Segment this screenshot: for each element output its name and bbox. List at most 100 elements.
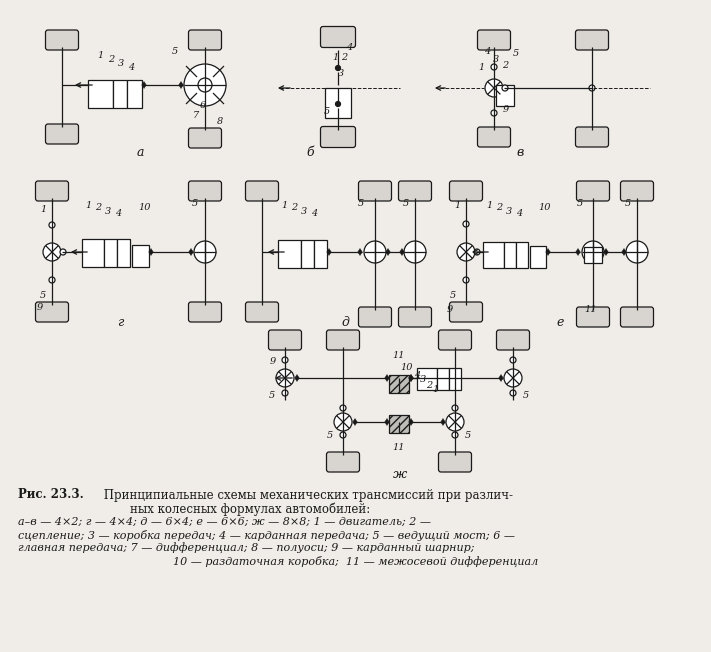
Circle shape	[49, 277, 55, 283]
Circle shape	[282, 390, 288, 396]
Circle shape	[502, 85, 508, 91]
Text: 5: 5	[450, 291, 456, 299]
Text: 11: 11	[392, 443, 405, 452]
Text: 2: 2	[108, 55, 114, 63]
Polygon shape	[409, 374, 413, 381]
Circle shape	[510, 390, 516, 396]
Text: 3: 3	[506, 207, 512, 216]
Text: 5: 5	[577, 200, 583, 209]
Polygon shape	[621, 248, 626, 256]
Polygon shape	[409, 419, 413, 426]
Text: 3: 3	[118, 59, 124, 68]
Text: а: а	[137, 145, 144, 158]
FancyBboxPatch shape	[575, 30, 609, 50]
Text: 5: 5	[172, 48, 178, 57]
Bar	[104, 239, 117, 267]
FancyBboxPatch shape	[358, 181, 392, 201]
Text: 1: 1	[281, 201, 287, 209]
Text: 5: 5	[513, 50, 519, 59]
FancyBboxPatch shape	[577, 181, 609, 201]
Text: 2: 2	[496, 203, 502, 213]
Text: 10: 10	[539, 203, 551, 211]
Text: 9: 9	[447, 304, 453, 314]
Text: 4: 4	[311, 209, 317, 218]
Circle shape	[626, 241, 648, 263]
Circle shape	[504, 369, 522, 387]
Text: 2: 2	[291, 203, 297, 213]
FancyBboxPatch shape	[621, 307, 653, 327]
Circle shape	[194, 241, 216, 263]
Text: б: б	[306, 145, 314, 158]
Text: а–в — 4×2; г — 4×4; д — 6×4; е — 6×6; ж — 8×8; 1 — двигатель; 2 —: а–в — 4×2; г — 4×4; д — 6×4; е — 6×6; ж …	[18, 517, 431, 527]
Circle shape	[282, 357, 288, 363]
FancyBboxPatch shape	[449, 302, 483, 322]
FancyBboxPatch shape	[478, 127, 510, 147]
Polygon shape	[409, 374, 413, 381]
FancyBboxPatch shape	[245, 181, 279, 201]
FancyBboxPatch shape	[46, 124, 78, 144]
Text: сцепление; 3 — коробка передач; 4 — карданная передача; 5 — ведущий мост; 6 —: сцепление; 3 — коробка передач; 4 — кард…	[18, 529, 515, 541]
FancyBboxPatch shape	[269, 330, 301, 350]
Circle shape	[463, 221, 469, 227]
Circle shape	[49, 222, 55, 228]
Bar	[516, 242, 528, 268]
Text: 1: 1	[97, 52, 103, 61]
Text: 1: 1	[454, 201, 460, 209]
Bar	[278, 240, 301, 268]
Polygon shape	[546, 248, 550, 256]
Bar	[301, 240, 314, 268]
Circle shape	[43, 243, 61, 261]
Text: ных колесных формулах автомобилей:: ных колесных формулах автомобилей:	[130, 502, 370, 516]
Text: 4: 4	[128, 63, 134, 72]
Bar	[314, 240, 327, 268]
FancyBboxPatch shape	[326, 330, 360, 350]
Circle shape	[334, 413, 352, 431]
Polygon shape	[149, 248, 154, 256]
FancyBboxPatch shape	[577, 307, 609, 327]
Text: 5: 5	[625, 200, 631, 209]
FancyBboxPatch shape	[575, 127, 609, 147]
Text: 2: 2	[341, 53, 347, 61]
Text: 5: 5	[465, 432, 471, 441]
FancyBboxPatch shape	[496, 330, 530, 350]
Text: 5: 5	[324, 108, 330, 117]
Text: 3: 3	[105, 207, 111, 216]
Polygon shape	[385, 374, 390, 381]
Text: 1: 1	[432, 385, 438, 394]
Bar	[113, 80, 127, 108]
Circle shape	[510, 357, 516, 363]
Bar	[325, 88, 351, 118]
Circle shape	[340, 432, 346, 438]
Text: д: д	[341, 316, 349, 329]
Text: 7: 7	[193, 111, 199, 121]
Circle shape	[276, 369, 294, 387]
Text: главная передача; 7 — дифференциал; 8 — полуоси; 9 — карданный шарнир;: главная передача; 7 — дифференциал; 8 — …	[18, 542, 474, 554]
FancyBboxPatch shape	[321, 126, 356, 147]
FancyBboxPatch shape	[46, 30, 78, 50]
Circle shape	[452, 432, 458, 438]
Circle shape	[336, 102, 341, 106]
Circle shape	[582, 241, 604, 263]
Polygon shape	[400, 248, 405, 256]
FancyBboxPatch shape	[36, 302, 68, 322]
FancyBboxPatch shape	[478, 30, 510, 50]
Text: 9: 9	[270, 357, 276, 366]
Text: 5: 5	[40, 291, 46, 299]
Text: 5: 5	[192, 200, 198, 209]
Text: 5: 5	[523, 391, 529, 400]
Text: 11: 11	[392, 351, 405, 359]
Text: 1: 1	[486, 201, 492, 209]
Bar	[127, 80, 142, 108]
Polygon shape	[358, 248, 363, 256]
Text: 1: 1	[332, 53, 338, 61]
FancyBboxPatch shape	[398, 307, 432, 327]
Text: 2: 2	[95, 203, 101, 213]
FancyBboxPatch shape	[188, 30, 222, 50]
Text: е: е	[556, 316, 564, 329]
Text: 1: 1	[40, 205, 46, 215]
FancyBboxPatch shape	[188, 302, 222, 322]
Circle shape	[463, 277, 469, 283]
Circle shape	[491, 64, 497, 70]
Bar	[82, 239, 104, 267]
FancyBboxPatch shape	[188, 128, 222, 148]
